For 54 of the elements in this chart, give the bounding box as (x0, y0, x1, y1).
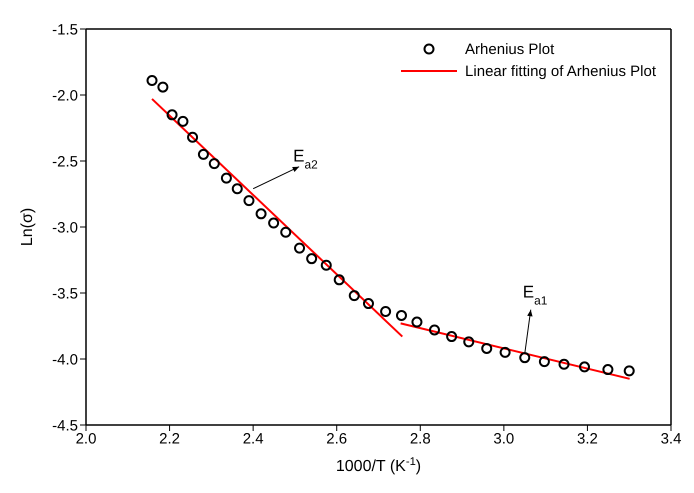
point (380, 306, 392, 317)
x-tick-label: 2.0 (76, 430, 96, 448)
x-tick-label: 3.0 (493, 430, 514, 448)
point (538, 356, 550, 368)
point (362, 298, 374, 310)
y-axis-title: Ln(σ) (19, 208, 36, 246)
point (500, 346, 511, 358)
y-tick-label: -3.0 (52, 219, 78, 236)
legend-label: Arhenius Plot (465, 40, 554, 58)
point (256, 208, 267, 220)
legend-label: Linear fitting of Arhenius Plot (465, 62, 656, 80)
x-tick-label: 2.8 (410, 430, 431, 448)
point (348, 290, 360, 302)
y-tick-label: -1.5 (52, 21, 78, 38)
point (268, 218, 280, 229)
point (306, 253, 318, 264)
x-tick-label: 3.4 (660, 430, 682, 448)
y-tick-label: -2.5 (52, 153, 78, 170)
point (232, 183, 243, 194)
point (220, 172, 232, 184)
y-tick-label: -4.5 (52, 417, 78, 434)
annotation: E$_{a1}$ (522, 282, 548, 308)
x-tick-label: 2.4 (242, 430, 264, 448)
annotation: E$_{a2}$ (293, 146, 318, 172)
point (280, 226, 292, 238)
point (519, 352, 530, 364)
point (481, 342, 492, 354)
point (411, 316, 422, 328)
point (463, 336, 474, 348)
point (294, 242, 306, 254)
point (602, 364, 614, 376)
x-tick-label: 2.6 (326, 430, 348, 448)
point (187, 132, 198, 143)
point (446, 331, 458, 342)
y-tick-label: -3.5 (52, 285, 78, 302)
y-tick-label: -4.0 (52, 351, 78, 368)
point (334, 274, 345, 286)
point (558, 358, 570, 370)
point (166, 109, 178, 120)
x-tick-label: 2.2 (159, 430, 180, 448)
point (428, 324, 440, 336)
point (624, 365, 635, 376)
point (157, 82, 168, 93)
x-tick-label: 3.2 (577, 430, 598, 448)
point (198, 148, 209, 160)
point (243, 195, 254, 206)
y-tick-label: -2.0 (52, 87, 78, 104)
point (579, 361, 590, 372)
point (208, 158, 220, 170)
point (177, 116, 188, 127)
x-axis-title: 1000/T (K$^{-1}$) (336, 456, 422, 475)
point (320, 260, 332, 271)
point (396, 310, 407, 321)
point (146, 74, 158, 86)
